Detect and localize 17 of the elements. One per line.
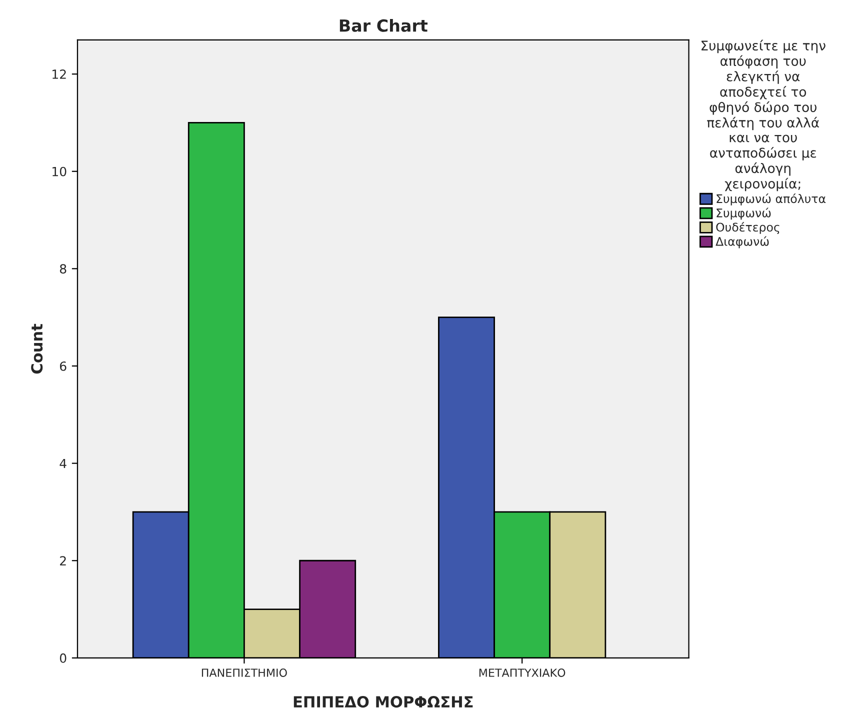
y-tick-label: 6 <box>60 361 66 371</box>
y-tick-label: 10 <box>52 166 66 176</box>
chart-title: Bar Chart <box>340 18 428 32</box>
y-tick-label: 2 <box>60 556 66 566</box>
y-tick-label: 0 <box>60 653 66 663</box>
text: Συμφωνείτε με την απόφαση του ελεγκτή να αποδεχτεί το φθηνό δώρο του πελάτη του αλλά και να του ανταποδώσει με ανάλογη χειρονομία; <box>702 40 826 192</box>
legend-label: Συμφωνώ <box>716 208 771 220</box>
x-tick-label: ΜΕΤΑΠΤΥΧΙΑΚΟ <box>479 668 566 677</box>
y-axis-title: Count <box>31 324 43 374</box>
y-tick-label: 12 <box>52 70 66 79</box>
y-tick-label: 4 <box>60 458 66 468</box>
legend-label: Διαφωνώ <box>716 236 769 248</box>
x-tick-label: ΠΑΝΕΠΙΣΤΗΜΙΟ <box>202 668 287 677</box>
x-axis-title: ΕΠΙΠΕΔΟ ΜΟΡΦΩΣΗΣ <box>294 696 473 708</box>
legend-label: Ουδέτερος <box>716 222 780 234</box>
legend-label: Συμφωνώ απόλυτα <box>716 194 826 206</box>
y-tick-label: 8 <box>60 264 66 274</box>
